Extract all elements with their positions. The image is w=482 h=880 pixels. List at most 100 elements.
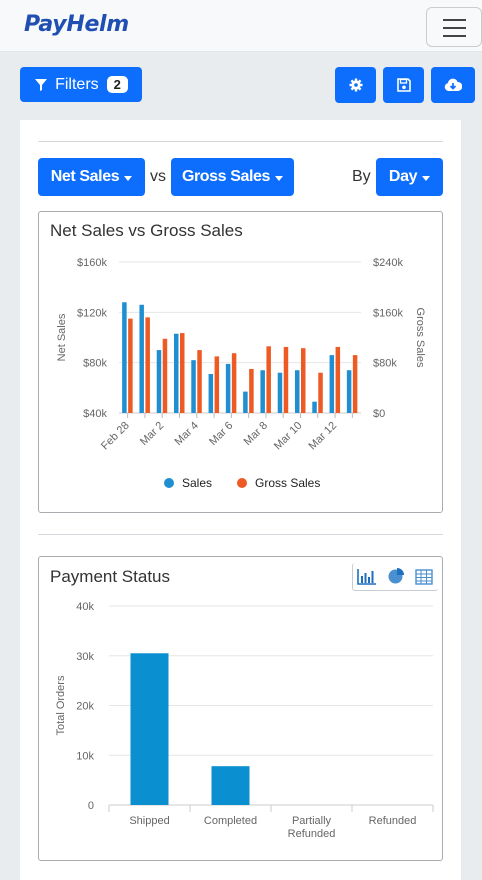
caret-down-icon [422, 175, 431, 181]
metric-a-dropdown[interactable]: Net Sales [38, 158, 145, 196]
filters-label: Filters [55, 75, 99, 93]
x-tick-label: Refunded [369, 815, 417, 827]
y-tick-label: $160k [77, 257, 107, 269]
sales-bar [156, 350, 162, 413]
y-tick-label: 20k [76, 701, 94, 713]
x-tick-label: Mar 4 [173, 420, 201, 448]
x-tick-label: Mar 10 [272, 420, 305, 453]
sales-bar [139, 304, 144, 413]
metric-a-label: Net Sales [50, 168, 120, 185]
sales-bar [208, 373, 214, 413]
table-icon[interactable] [415, 569, 433, 585]
gross-sales-bar [128, 318, 133, 413]
gross-sales-bar [162, 338, 168, 413]
x-tick-label: Shipped [129, 815, 169, 827]
dashboard-card: Net Sales vs Gross Sales By Day Net Sale… [20, 120, 461, 880]
x-tick-label: Refunded [288, 828, 336, 840]
gross-sales-bar [214, 356, 220, 413]
menu-toggle-button[interactable] [426, 7, 482, 47]
y-tick-label: $40k [83, 408, 107, 420]
payment-bar [211, 766, 250, 805]
gross-sales-bar [283, 346, 289, 413]
pie-chart-icon[interactable] [387, 567, 405, 585]
brand-logo[interactable]: PayHelm [24, 12, 129, 37]
settings-button[interactable] [335, 67, 376, 103]
x-tick-label: Feb 28 [99, 420, 132, 453]
divider [38, 534, 443, 535]
metric-b-label: Gross Sales [181, 168, 271, 185]
caret-down-icon [275, 175, 284, 181]
legend-marker [237, 478, 247, 488]
y2-axis-label: Gross Sales [414, 308, 426, 368]
sales-bar [174, 333, 179, 413]
sales-bar [260, 370, 265, 413]
metric-b-dropdown[interactable]: Gross Sales [171, 158, 294, 196]
sales-bar [329, 355, 335, 413]
gross-sales-bar [301, 348, 306, 413]
gross-sales-bar [352, 355, 358, 413]
gross-sales-bar [335, 346, 341, 413]
gross-sales-bar [197, 350, 202, 413]
floppy-disk-icon [396, 78, 411, 92]
save-button[interactable] [383, 67, 424, 103]
cloud-download-icon [444, 78, 462, 91]
y2-tick-label: $160k [373, 307, 403, 319]
y-tick-label: 10k [76, 750, 94, 762]
hamburger-menu-icon [443, 19, 466, 21]
download-button[interactable] [431, 67, 475, 103]
y-tick-label: 30k [76, 651, 94, 663]
filters-button[interactable]: Filters 2 [20, 67, 142, 102]
y2-tick-label: $0 [373, 408, 385, 420]
gross-sales-bar [145, 317, 150, 413]
payment-bar [130, 653, 169, 805]
x-tick-label: Mar 8 [242, 420, 270, 448]
sales-bar [312, 401, 317, 413]
sales-bar [122, 302, 127, 413]
sales-chart-panel: Net Sales vs Gross Sales $40k $0 $80k $80k $… [38, 211, 443, 513]
payment-status-chart: 0 10k 20k 30k 40k Total Orders Shipped Complete… [55, 601, 434, 840]
top-navbar: PayHelm [0, 0, 482, 52]
x-tick-label: Completed [204, 815, 257, 827]
vs-label: vs [150, 168, 166, 185]
hamburger-line [443, 27, 466, 29]
sales-bar [295, 370, 300, 413]
caret-down-icon [124, 175, 133, 181]
payment-status-panel: Payment Status 0 10k 20k 30k 40k Total Orders… [38, 556, 443, 861]
y-axis-label: Total Orders [55, 675, 67, 735]
legend-label: Sales [182, 476, 212, 490]
gear-icon [349, 78, 362, 92]
period-label: Day [388, 168, 418, 185]
sales-bar [225, 363, 231, 413]
filter-icon [35, 78, 48, 91]
y-tick-label: 40k [76, 601, 94, 613]
x-tick-label: Mar 12 [306, 420, 339, 453]
x-tick-label: Partially [292, 815, 332, 827]
sales-bar [191, 360, 196, 413]
filters-count-badge: 2 [106, 76, 128, 93]
y-tick-label: $120k [77, 307, 107, 319]
legend-marker [164, 478, 174, 488]
sales-bar [346, 370, 352, 413]
gross-sales-bar [266, 346, 271, 413]
sales-chart: $40k $0 $80k $80k $120k $160k $160k $240k Net Sa… [56, 257, 426, 490]
gross-sales-bar [231, 353, 237, 413]
sales-bar [277, 372, 283, 413]
y-axis-label: Net Sales [56, 313, 68, 361]
y-tick-label: 0 [88, 800, 94, 812]
bar-chart-icon[interactable] [357, 568, 377, 586]
x-tick-label: Mar 6 [207, 420, 235, 448]
y-tick-label: $80k [83, 358, 107, 370]
by-label: By [352, 168, 371, 185]
x-tick-label: Mar 2 [138, 420, 166, 448]
period-dropdown[interactable]: Day [376, 158, 443, 196]
y2-tick-label: $80k [373, 358, 397, 370]
sales-bar [243, 391, 248, 413]
gross-sales-bar [318, 372, 323, 413]
payment-status-title: Payment Status [50, 567, 171, 586]
divider [38, 141, 443, 142]
gross-sales-bar [180, 333, 185, 413]
legend-label: Gross Sales [255, 476, 320, 490]
gross-sales-bar [249, 368, 254, 413]
chart-view-toggle [352, 563, 438, 591]
hamburger-line [443, 35, 466, 37]
